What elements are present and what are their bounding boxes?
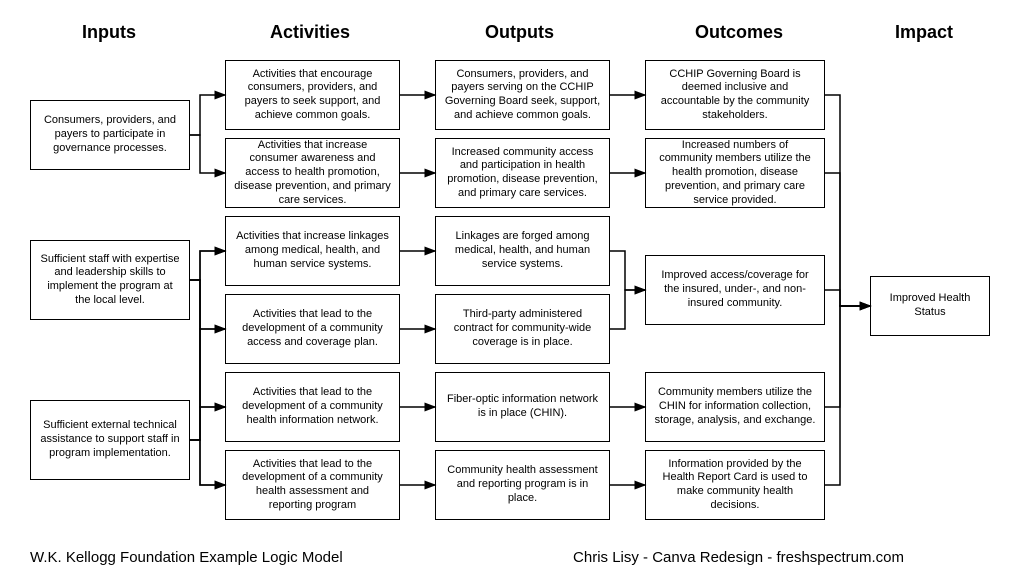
box-outcome-4: Community members utilize the CHIN for i…	[645, 372, 825, 442]
box-activity-5: Activities that lead to the development …	[225, 372, 400, 442]
box-output-4: Third-party administered contract for co…	[435, 294, 610, 364]
box-input-1: Consumers, providers, and payers to part…	[30, 100, 190, 170]
box-impact-1: Improved Health Status	[870, 276, 990, 336]
box-outcome-1: CCHIP Governing Board is deemed inclusiv…	[645, 60, 825, 130]
header-outcomes: Outcomes	[695, 22, 783, 43]
box-output-5: Fiber-optic information network is in pl…	[435, 372, 610, 442]
box-input-3: Sufficient external technical assistance…	[30, 400, 190, 480]
box-activity-1: Activities that encourage consumers, pro…	[225, 60, 400, 130]
footer-right: Chris Lisy - Canva Redesign - freshspect…	[573, 549, 904, 566]
header-inputs: Inputs	[82, 22, 136, 43]
box-output-3: Linkages are forged among medical, healt…	[435, 216, 610, 286]
box-outcome-2: Increased numbers of community members u…	[645, 138, 825, 208]
box-output-2: Increased community access and participa…	[435, 138, 610, 208]
box-activity-6: Activities that lead to the development …	[225, 450, 400, 520]
header-outputs: Outputs	[485, 22, 554, 43]
box-output-1: Consumers, providers, and payers serving…	[435, 60, 610, 130]
header-impact: Impact	[895, 22, 953, 43]
box-activity-4: Activities that lead to the development …	[225, 294, 400, 364]
logic-model-canvas: Inputs Activities Outputs Outcomes Impac…	[0, 0, 1024, 576]
footer-left: W.K. Kellogg Foundation Example Logic Mo…	[30, 549, 343, 566]
box-input-2: Sufficient staff with expertise and lead…	[30, 240, 190, 320]
header-activities: Activities	[270, 22, 350, 43]
box-activity-3: Activities that increase linkages among …	[225, 216, 400, 286]
box-activity-2: Activities that increase consumer awaren…	[225, 138, 400, 208]
box-outcome-3: Improved access/coverage for the insured…	[645, 255, 825, 325]
box-outcome-5: Information provided by the Health Repor…	[645, 450, 825, 520]
box-output-6: Community health assessment and reportin…	[435, 450, 610, 520]
